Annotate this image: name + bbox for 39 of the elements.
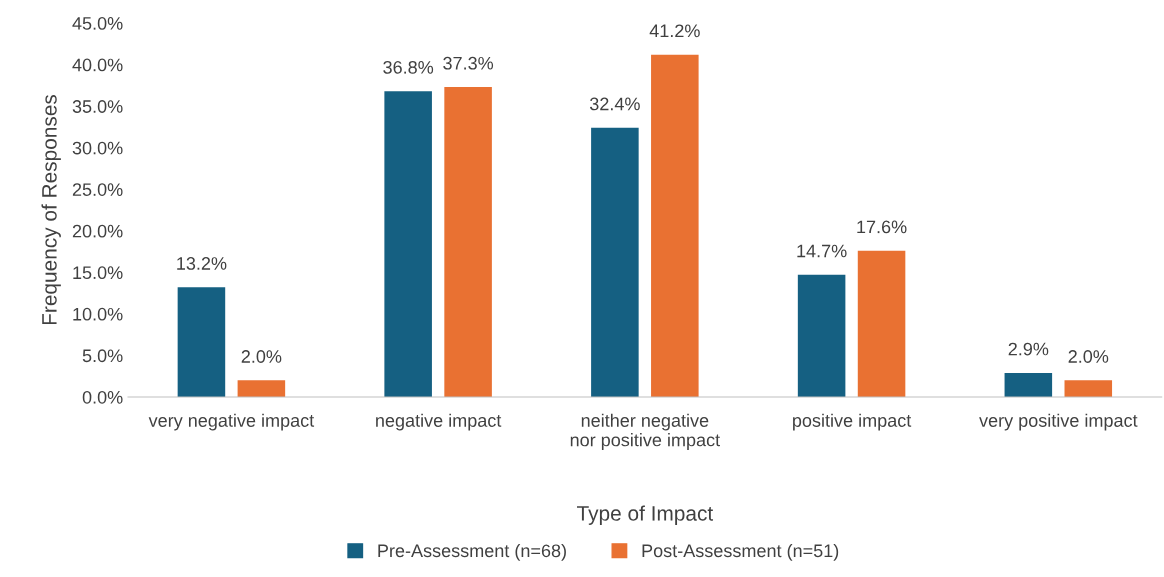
data-label: 41.2% (649, 24, 700, 38)
y-tick-label: 15.0% (73, 266, 123, 280)
bar (797, 274, 846, 397)
data-label: 2.0% (241, 350, 282, 363)
bar (1064, 380, 1113, 397)
y-tick-label: 10.0% (73, 307, 123, 321)
legend-label: Post-Assessment (n=51) (642, 543, 839, 561)
x-tick-label: neither negative nor positive impact (570, 413, 720, 450)
bar (857, 250, 906, 397)
x-tick-label: very negative impact (148, 413, 315, 431)
data-label: 14.7% (797, 244, 847, 258)
y-tick-label: 0.0% (82, 390, 123, 404)
x-tick-label: negative impact (376, 413, 502, 431)
data-label: 36.8% (383, 60, 434, 74)
y-tick-label: 40.0% (72, 58, 123, 72)
x-tick-label: positive impact (793, 413, 912, 431)
y-axis-title: Frequency of Responses (41, 94, 61, 325)
bar (651, 54, 699, 397)
bar (1004, 372, 1053, 397)
y-tick-label: 25.0% (72, 183, 123, 196)
data-label: 2.0% (1068, 350, 1109, 363)
x-tick-label: very positive impact (979, 413, 1138, 431)
bar (237, 380, 286, 397)
bar (444, 87, 492, 397)
data-label: 13.2% (177, 257, 227, 270)
y-tick-label: 20.0% (72, 224, 123, 238)
data-label: 32.4% (589, 97, 640, 111)
bar (384, 91, 432, 397)
y-tick-label: 30.0% (72, 141, 123, 155)
x-axis-title: Type of Impact (577, 505, 714, 525)
bar (177, 287, 226, 397)
y-tick-label: 5.0% (82, 349, 123, 363)
legend-label: Pre-Assessment (n=68) (378, 543, 566, 561)
data-label: 17.6% (857, 220, 907, 234)
y-tick-label: 45.0% (72, 17, 123, 30)
y-tick-label: 35.0% (72, 100, 123, 113)
data-label: 37.3% (443, 56, 494, 70)
bar (591, 127, 639, 397)
data-label: 2.9% (1008, 342, 1049, 356)
